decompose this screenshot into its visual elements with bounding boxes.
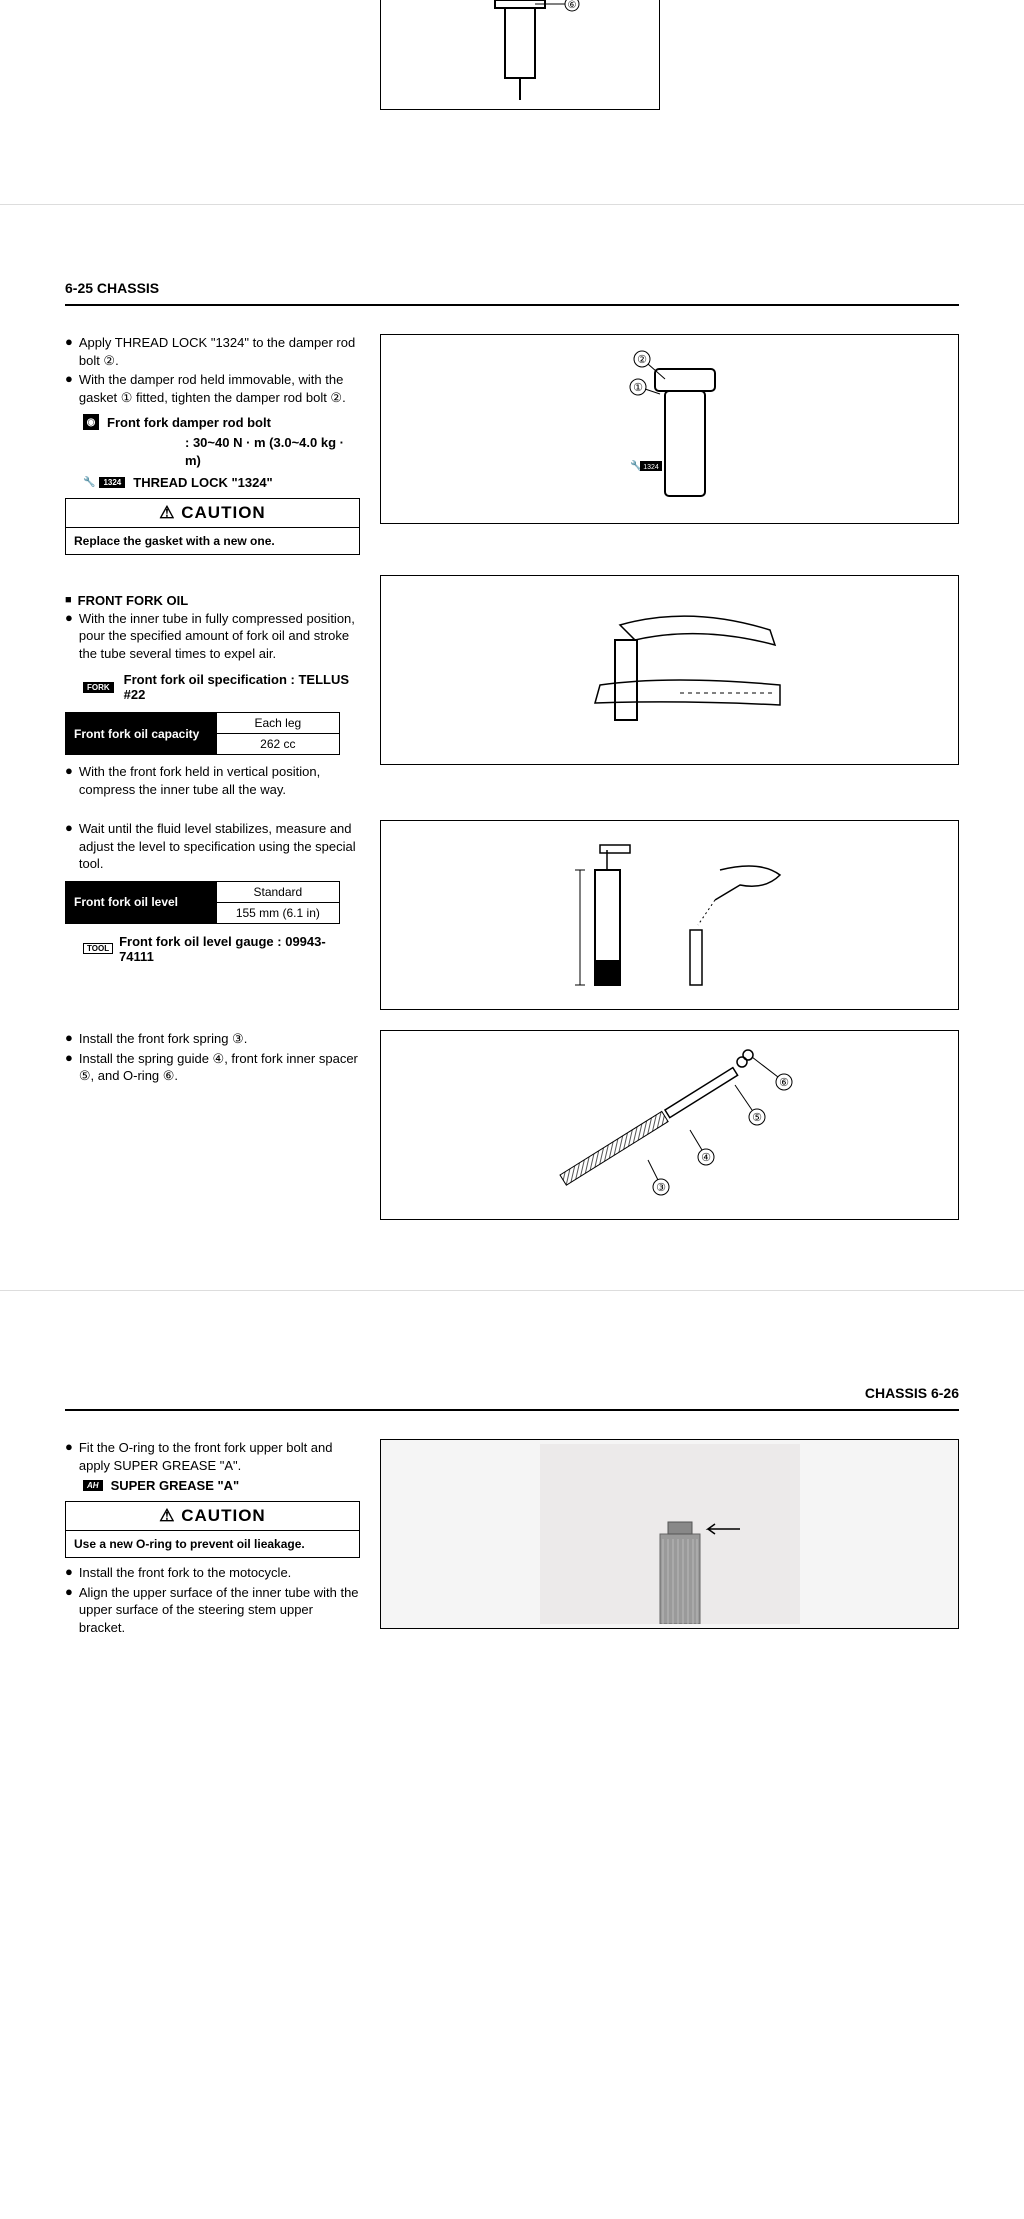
instruction-bullet: ●Wait until the fluid level stabilizes, …	[65, 820, 360, 873]
page-6-25: 6-25 CHASSIS ●Apply THREAD LOCK "1324" t…	[0, 280, 1024, 1220]
oil-level-table: Front fork oil level Standard 155 mm (6.…	[65, 881, 340, 924]
caution-body: Replace the gasket with a new one.	[66, 528, 359, 554]
torque-icon: ◉	[83, 414, 99, 430]
table-header: Front fork oil level	[66, 881, 217, 923]
svg-text:②: ②	[637, 354, 647, 366]
oil-capacity-table: Front fork oil capacity Each leg 262 cc	[65, 712, 340, 755]
figure-damper-rod-bolt: ② ① 🔧 1324	[380, 334, 959, 524]
figure-pour-oil	[380, 575, 959, 765]
svg-text:④: ④	[701, 1152, 711, 1164]
svg-text:①: ①	[633, 382, 643, 394]
caution-box: CAUTION Replace the gasket with a new on…	[65, 498, 360, 555]
figure-upper-bolt-photo	[380, 1439, 959, 1629]
svg-text:1324: 1324	[643, 464, 659, 471]
grease-spec: AH SUPER GREASE "A"	[83, 1478, 360, 1493]
instruction-bullet: ●Apply THREAD LOCK "1324" to the damper …	[65, 334, 360, 369]
page-separator	[0, 110, 1024, 205]
instruction-bullet: ●Install the front fork to the motocycle…	[65, 1564, 360, 1582]
instruction-bullet: ●With the damper rod held immovable, wit…	[65, 371, 360, 406]
instruction-bullet: ●Install the spring guide ④, front fork …	[65, 1050, 360, 1085]
svg-text:⑥: ⑥	[568, 0, 577, 11]
svg-text:③: ③	[656, 1182, 666, 1194]
torque-spec: ◉ Front fork damper rod bolt	[83, 414, 360, 430]
page-separator	[0, 1290, 1024, 1385]
table-cell: Each leg	[216, 713, 339, 734]
instruction-bullet: ●With the inner tube in fully compressed…	[65, 610, 360, 663]
table-cell: 155 mm (6.1 in)	[216, 902, 339, 923]
instruction-bullet: ●Fit the O-ring to the front fork upper …	[65, 1439, 360, 1474]
figure-spring-assembly: ③ ④ ⑤ ⑥	[380, 1030, 959, 1220]
header-rule	[65, 304, 959, 306]
page-header: CHASSIS 6-26	[65, 1385, 959, 1401]
svg-text:⑤: ⑤	[752, 1112, 762, 1124]
caution-box: CAUTION Use a new O-ring to prevent oil …	[65, 1501, 360, 1558]
instruction-bullet: ●With the front fork held in vertical po…	[65, 763, 360, 798]
table-cell: 262 cc	[216, 734, 339, 755]
tool-badge: TOOL	[83, 943, 113, 954]
table-cell: Standard	[216, 881, 339, 902]
tool-spec-line: TOOL Front fork oil level gauge : 09943-…	[83, 934, 360, 964]
table-header: Front fork oil capacity	[66, 713, 217, 755]
caution-header: CAUTION	[66, 1502, 359, 1531]
page-header: 6-25 CHASSIS	[65, 280, 959, 296]
threadlock-spec: 🔧1324 THREAD LOCK "1324"	[83, 475, 360, 490]
page-6-26: CHASSIS 6-26 ●Fit the O-ring to the fron…	[0, 1385, 1024, 1638]
fork-badge: FORK	[83, 682, 114, 693]
figure-oil-level-gauge	[380, 820, 959, 1010]
previous-page-figure-fragment: ⑥	[380, 0, 660, 110]
instruction-bullet: ●Install the front fork spring ③.	[65, 1030, 360, 1048]
section-title-oil: FRONT FORK OIL	[65, 593, 360, 608]
grease-badge: AH	[83, 1480, 103, 1491]
instruction-bullet: ●Align the upper surface of the inner tu…	[65, 1584, 360, 1637]
torque-value: : 30~40 N · m (3.0~4.0 kg · m)	[185, 434, 360, 470]
oil-spec-line: FORK Front fork oil specification : TELL…	[83, 672, 360, 702]
caution-body: Use a new O-ring to prevent oil lieakage…	[66, 1531, 359, 1557]
svg-text:⑥: ⑥	[779, 1077, 789, 1089]
threadlock-badge: 1324	[99, 477, 125, 488]
header-rule	[65, 1409, 959, 1411]
caution-header: CAUTION	[66, 499, 359, 528]
